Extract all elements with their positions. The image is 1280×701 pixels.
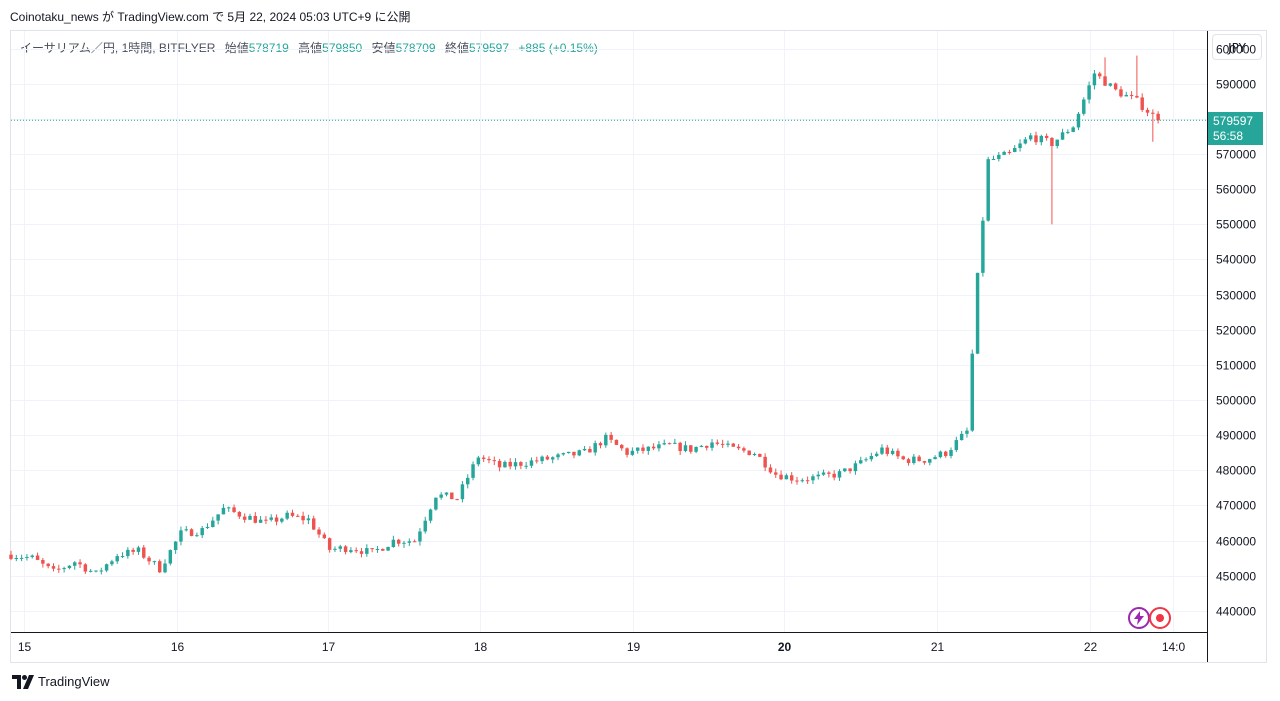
record-dot [1156, 614, 1164, 622]
currency-button[interactable]: JPY [1212, 34, 1262, 60]
last-price-label: 579597 56:58 [1208, 112, 1263, 145]
tradingview-brand[interactable]: TradingView [12, 674, 110, 689]
publish-caption: Coinotaku_news が TradingView.com で 5月 22… [10, 10, 411, 24]
lightning-glyph [1134, 611, 1144, 625]
ohlc-legend: イーサリアム／円, 1時間, BITFLYER 始値578719 高値57985… [20, 39, 598, 56]
high-label: 高値 [298, 41, 323, 55]
record-icon[interactable] [1149, 607, 1171, 629]
last-price-value: 579597 [1213, 114, 1254, 128]
high-value: 579850 [322, 41, 363, 55]
low-label: 安値 [371, 41, 396, 55]
tradingview-logo-icon [12, 674, 34, 689]
symbol-label: イーサリアム／円, 1時間, BITFLYER [20, 41, 216, 55]
chart-frame [10, 30, 1267, 663]
brand-name: TradingView [38, 674, 110, 689]
open-label: 始値 [224, 41, 249, 55]
low-value: 578709 [395, 41, 436, 55]
lightning-icon[interactable] [1128, 607, 1150, 629]
bar-countdown: 56:58 [1213, 129, 1244, 143]
change-value: +885 (+0.15%) [518, 41, 598, 55]
close-value: 579597 [468, 41, 510, 55]
close-label: 終値 [444, 41, 469, 55]
open-value: 578719 [248, 41, 289, 55]
